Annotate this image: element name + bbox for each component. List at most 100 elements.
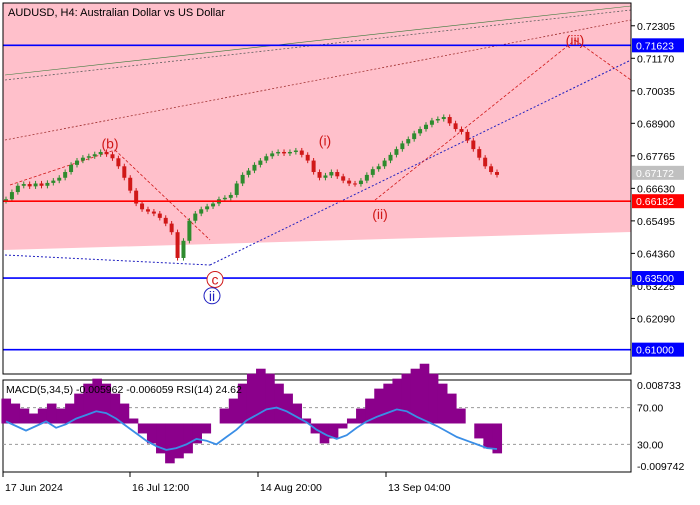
y-tick-label: 0.62090: [637, 313, 675, 325]
candle-body: [447, 117, 452, 124]
candle-body: [418, 129, 423, 134]
macd-bar: [419, 363, 430, 424]
candle-body: [15, 185, 20, 193]
candle-body: [57, 177, 62, 181]
macd-bar: [265, 373, 275, 424]
candle-body: [211, 203, 216, 207]
macd-bar: [274, 383, 284, 424]
candle-body: [495, 172, 499, 175]
candle-body: [128, 177, 133, 191]
rsi-level-label: 70.00: [637, 403, 663, 415]
indicator-title: MACD(5,34,5) -0.005962 -0.006059 RSI(14)…: [6, 384, 242, 396]
y-tick-label: 0.68900: [637, 118, 675, 130]
candle-body: [98, 151, 103, 155]
candle-body: [4, 199, 8, 201]
candle-body: [110, 154, 115, 159]
macd-bar: [328, 423, 339, 439]
wave-label: (iii): [566, 32, 585, 48]
macd-bar: [146, 423, 157, 444]
candle-body: [376, 166, 381, 170]
macd-bar: [1, 398, 12, 424]
candle-body: [45, 182, 50, 186]
macd-bar: [410, 368, 421, 424]
macd-bar: [192, 423, 202, 444]
candle-body: [358, 180, 363, 185]
candle-body: [305, 154, 310, 161]
wave-projection: [574, 39, 632, 81]
level-tag: 0.63500: [636, 273, 674, 285]
candle-body: [406, 139, 411, 144]
candle-body: [282, 151, 287, 154]
wave-label: ii: [209, 288, 215, 304]
candle-body: [453, 123, 458, 130]
candle-body: [465, 131, 470, 141]
macd-bar: [292, 403, 303, 424]
rsi-level-label: 30.00: [637, 439, 663, 451]
wave-label: (ii): [372, 206, 388, 222]
candle-body: [329, 172, 334, 176]
trend-line: [4, 5, 632, 76]
macd-bar: [65, 403, 75, 424]
macd-bar: [165, 423, 175, 464]
trend-line: [4, 9, 632, 81]
candle-body: [193, 213, 198, 221]
candle-body: [471, 140, 476, 150]
candle-body: [92, 154, 97, 157]
target-zone: [3, 3, 631, 250]
candle-body: [228, 194, 233, 198]
candle-body: [116, 158, 121, 167]
macd-bar: [383, 383, 393, 424]
macd-bar: [83, 383, 93, 424]
level-tag: 0.61000: [636, 345, 674, 357]
candle-body: [151, 211, 156, 214]
time-axis: 17 Jun 2024 16 Jul 12:00 14 Aug 20:00 13 Se…: [2, 472, 451, 494]
level-tag: 0.71623: [636, 40, 674, 52]
wave-projection: [374, 39, 576, 201]
candle-body: [252, 164, 257, 171]
candle-body: [353, 183, 358, 185]
candle-body: [134, 190, 139, 204]
levels-layer: [3, 44, 631, 351]
candle-body: [157, 213, 162, 218]
macd-bar: [119, 403, 130, 424]
current-price-tag: 0.67172: [636, 168, 674, 180]
macd-bar: [56, 408, 66, 424]
candle-body: [187, 220, 192, 241]
candle-body: [163, 217, 168, 224]
candle-body: [364, 174, 369, 181]
macd-bar: [28, 413, 39, 424]
candle-body: [335, 172, 340, 177]
wave-circle: [203, 287, 221, 305]
level-tag-bg: [632, 194, 684, 209]
macd-bar: [137, 423, 148, 434]
macd-bar: [19, 408, 30, 424]
candle-body: [287, 151, 292, 154]
x-tick-label: 13 Sep 04:00: [388, 482, 451, 494]
macd-bar: [37, 408, 48, 424]
level-tag-bg: [632, 38, 684, 53]
candle-body: [234, 183, 239, 195]
candle-body: [74, 160, 79, 165]
candle-body: [477, 149, 482, 158]
macd-bar: [437, 383, 448, 424]
wave-label: (b): [101, 135, 118, 151]
current-price-tag-bg: [632, 165, 684, 180]
candle-body: [323, 175, 328, 178]
wave-projection: [9, 149, 116, 186]
candle-body: [27, 184, 32, 187]
macd-bar: [365, 398, 375, 424]
candle-body: [86, 156, 91, 158]
candle-body: [258, 160, 263, 165]
y-tick-label: 0.66630: [637, 183, 675, 195]
macd-bar: [110, 393, 121, 424]
macd-bar: [183, 423, 193, 454]
indicator-pane-border: [2, 379, 632, 473]
candle-body: [21, 184, 26, 186]
candle-body: [382, 160, 387, 167]
macd-bar: [228, 398, 239, 424]
y-tick-label: 0.65495: [637, 216, 675, 228]
level-tag-bg: [632, 271, 684, 286]
macd-bar: [356, 408, 366, 424]
candle-body: [69, 164, 74, 173]
